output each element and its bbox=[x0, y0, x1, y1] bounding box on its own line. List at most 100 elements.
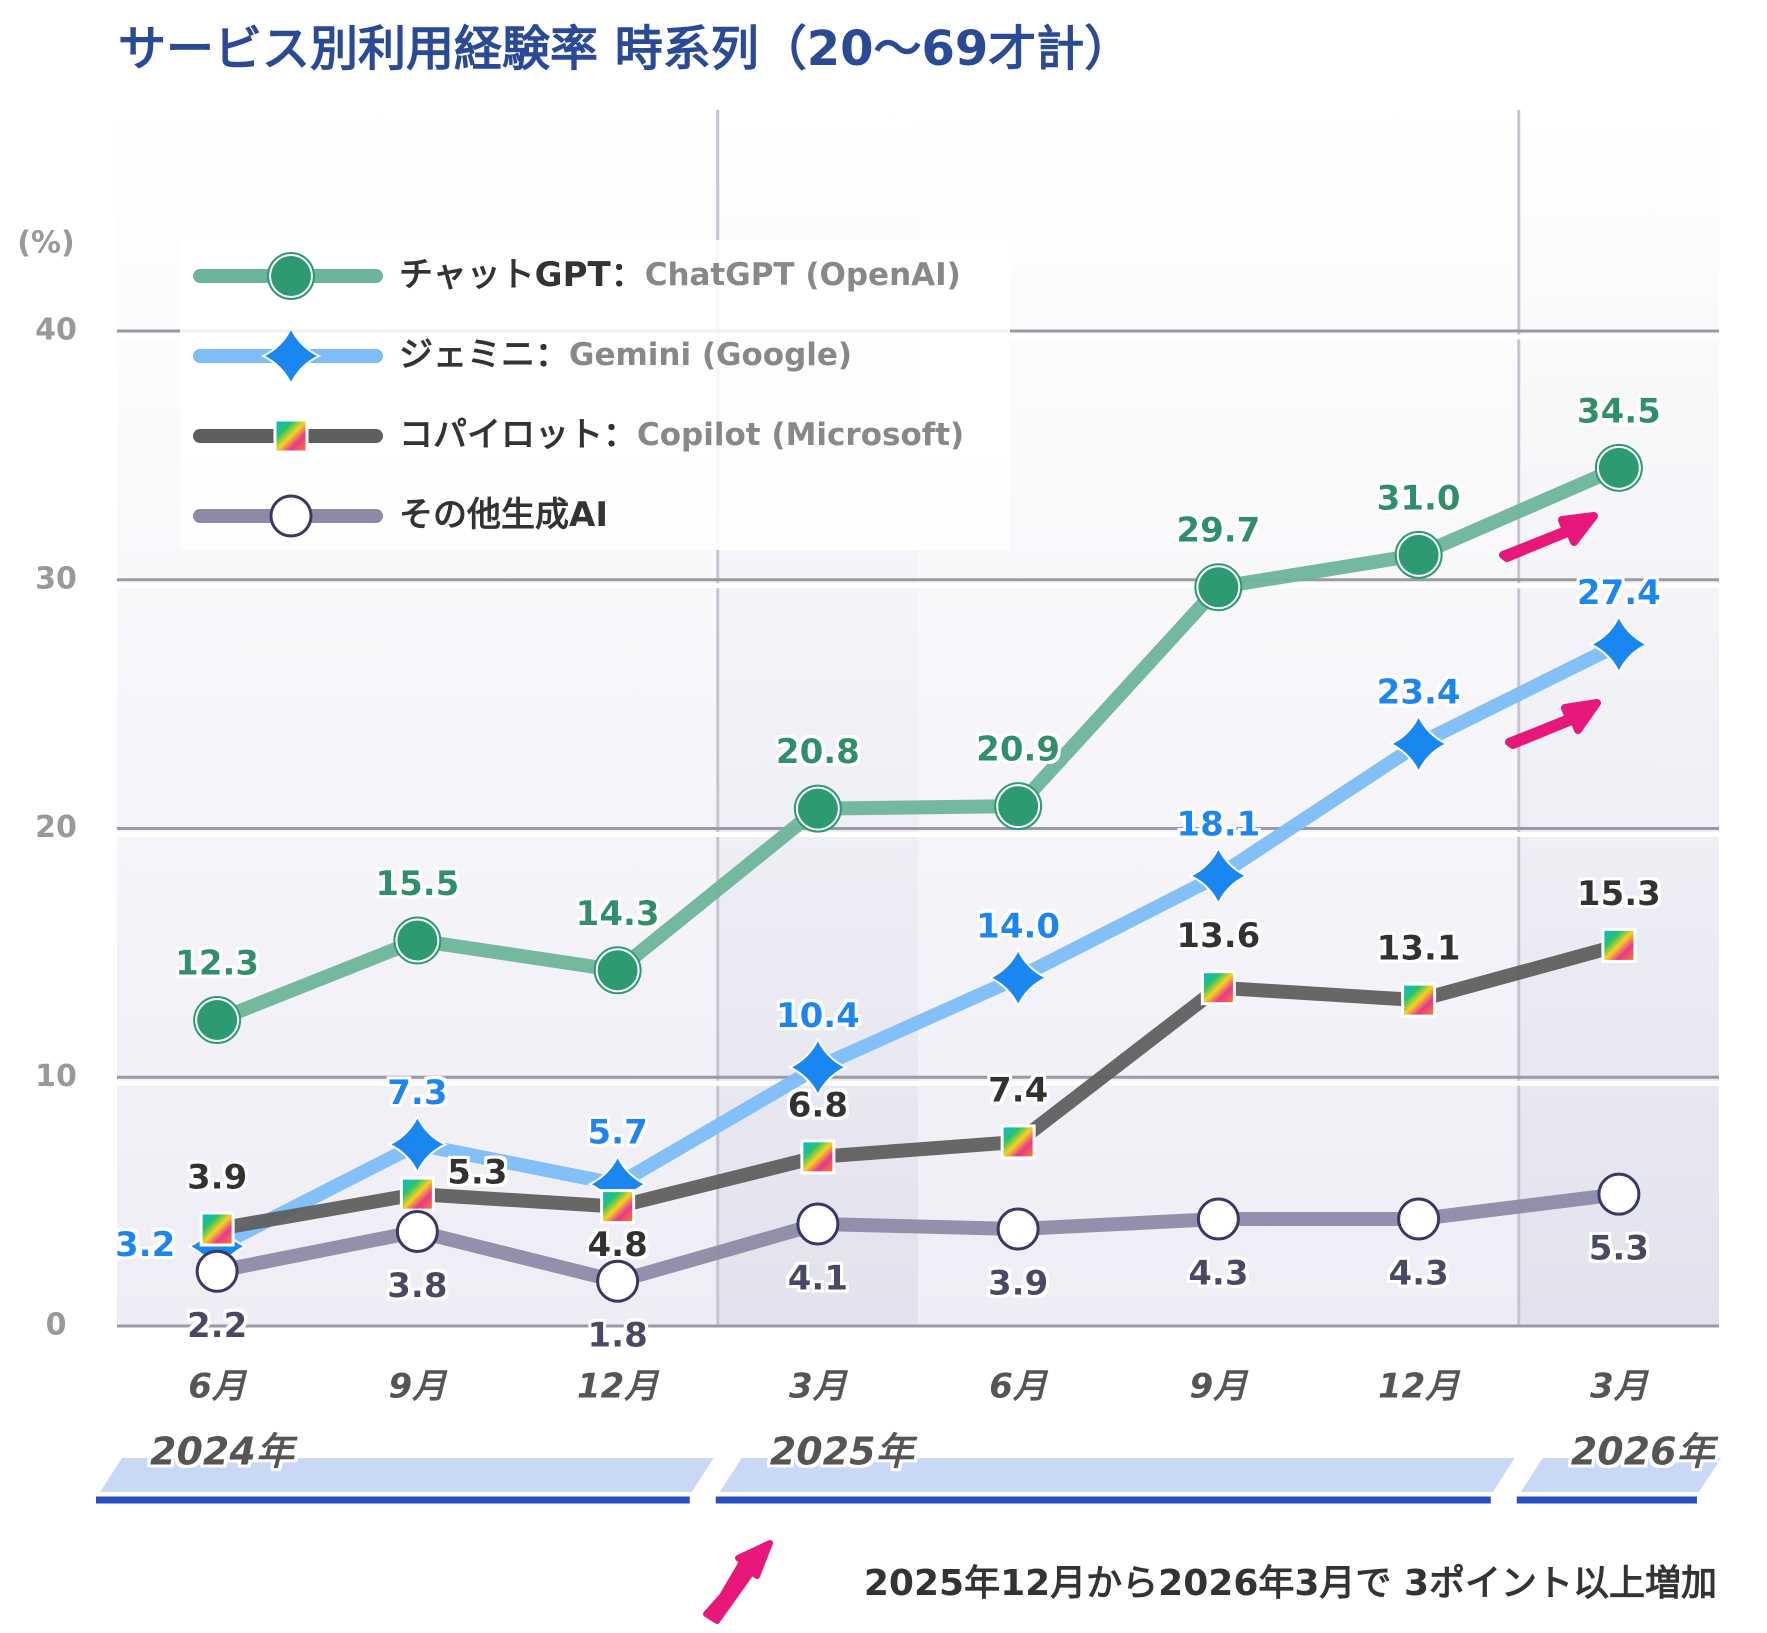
value-label: 3.8 bbox=[387, 1266, 447, 1306]
value-label: 3.9 bbox=[187, 1157, 247, 1197]
value-label: 20.8 bbox=[776, 732, 860, 772]
marker bbox=[796, 1202, 840, 1246]
legend-subname: Copilot (Microsoft) bbox=[637, 417, 964, 453]
legend-name: ジェミニ： bbox=[399, 335, 569, 375]
x-tick-label: 12月 bbox=[577, 1367, 660, 1407]
legend-label: ジェミニ：Gemini (Google) bbox=[399, 335, 852, 375]
marker bbox=[387, 1114, 448, 1175]
value-label: 10.4 bbox=[776, 996, 860, 1036]
x-tick-label: 3月 bbox=[1590, 1367, 1650, 1407]
x-tick-label: 9月 bbox=[1190, 1367, 1250, 1407]
value-label: 14.0 bbox=[976, 906, 1060, 946]
value-label: 3.2 bbox=[115, 1225, 175, 1265]
series-line bbox=[210, 460, 1626, 1028]
marker bbox=[1196, 1197, 1240, 1241]
year-label: 2024年 bbox=[150, 1430, 299, 1474]
value-label: 15.5 bbox=[375, 864, 459, 904]
value-label: 34.5 bbox=[1577, 391, 1661, 431]
legend-label: コパイロット：Copilot (Microsoft) bbox=[399, 415, 964, 455]
marker-ring bbox=[994, 782, 1043, 831]
year-band bbox=[719, 1458, 1515, 1492]
marker bbox=[269, 494, 313, 538]
legend-background bbox=[180, 240, 1010, 550]
legend-label: チャットGPT：ChatGPT (OpenAI) bbox=[399, 255, 961, 295]
value-label: 4.3 bbox=[1188, 1254, 1248, 1294]
x-tick-label: 6月 bbox=[188, 1367, 248, 1407]
value-label: 7.3 bbox=[387, 1073, 447, 1113]
y-tick-label: 10 bbox=[35, 1059, 77, 1094]
value-label: 1.8 bbox=[588, 1316, 648, 1356]
value-label: 12.3 bbox=[175, 944, 259, 984]
series-markers: 12.315.514.320.8 20.929.731.034.53.27.35.… bbox=[115, 391, 1661, 1355]
note-arrow bbox=[703, 1540, 773, 1624]
marker bbox=[199, 1211, 235, 1247]
marker bbox=[273, 418, 309, 454]
marker bbox=[1397, 1197, 1441, 1241]
y-tick-label: 20 bbox=[35, 810, 77, 845]
value-label: 5.3 bbox=[1589, 1229, 1649, 1269]
marker-ring bbox=[393, 916, 442, 965]
marker-ring bbox=[1594, 443, 1643, 492]
year-band bbox=[1520, 1458, 1721, 1492]
marker bbox=[260, 325, 322, 387]
value-label: 7.4 bbox=[988, 1070, 1048, 1110]
increase-arrow bbox=[1505, 699, 1601, 749]
value-label: 5.7 bbox=[588, 1113, 648, 1153]
value-label: 13.1 bbox=[1377, 929, 1461, 969]
marker bbox=[996, 784, 1041, 829]
value-label: 27.4 bbox=[1577, 573, 1661, 613]
marker-ring bbox=[267, 252, 315, 300]
value-label: 14.3 bbox=[576, 894, 660, 934]
legend-name: コパイロット： bbox=[399, 415, 637, 455]
legend: チャットGPT：ChatGPT (OpenAI) ジェミニ：Gemini (Goo… bbox=[180, 240, 1010, 550]
value-label: 18.1 bbox=[1176, 804, 1260, 844]
marker bbox=[996, 1207, 1040, 1251]
marker-ring bbox=[193, 996, 242, 1045]
marker bbox=[800, 1139, 836, 1175]
marker bbox=[787, 1036, 849, 1098]
marker bbox=[195, 998, 240, 1043]
marker bbox=[596, 1259, 640, 1303]
marker bbox=[1188, 845, 1249, 907]
marker bbox=[795, 786, 840, 831]
x-tick-label: 12月 bbox=[1378, 1367, 1461, 1407]
series-line bbox=[210, 938, 1626, 1236]
marker-ring bbox=[1394, 530, 1443, 579]
legend-name: その他生成AI bbox=[399, 495, 608, 535]
value-label: 23.4 bbox=[1377, 672, 1461, 712]
value-label: 20.9 bbox=[976, 730, 1060, 770]
marker bbox=[600, 1189, 636, 1225]
marker bbox=[269, 254, 313, 298]
y-tick-label: 40 bbox=[35, 313, 77, 348]
value-label: 15.3 bbox=[1577, 874, 1661, 914]
value-label: 4.1 bbox=[788, 1259, 848, 1299]
y-axis-label: (%) bbox=[17, 226, 74, 261]
x-tick-label: 9月 bbox=[389, 1367, 449, 1407]
marker bbox=[1601, 927, 1637, 963]
series-lines bbox=[210, 460, 1626, 1289]
value-label: 4.3 bbox=[1389, 1254, 1449, 1294]
note: 2025年12月から2026年3月で 3ポイント以上増加 bbox=[864, 1562, 1717, 1604]
value-label: 2.2 bbox=[187, 1306, 247, 1346]
x-axis: 6月 9月 12月 3月 6月 9月 12月 3月 2024年 2025年 2026年 bbox=[96, 1367, 1721, 1504]
marker bbox=[1588, 614, 1650, 675]
value-label: 5.3 bbox=[447, 1153, 507, 1193]
marker-ring bbox=[593, 946, 642, 995]
marker bbox=[1396, 532, 1441, 577]
value-label: 6.8 bbox=[788, 1085, 848, 1125]
year-band bbox=[100, 1458, 714, 1492]
marker bbox=[595, 948, 640, 993]
marker bbox=[395, 1209, 439, 1253]
legend-name: チャットGPT： bbox=[399, 255, 645, 295]
marker bbox=[195, 1249, 239, 1293]
marker bbox=[1597, 1172, 1641, 1216]
marker bbox=[1000, 1124, 1036, 1160]
value-label: 3.9 bbox=[988, 1263, 1048, 1303]
marker-ring bbox=[1194, 563, 1243, 612]
value-label: 29.7 bbox=[1176, 511, 1260, 551]
value-label: 31.0 bbox=[1377, 478, 1461, 518]
series-line bbox=[210, 637, 1626, 1254]
legend-label: その他生成AI bbox=[399, 495, 608, 535]
